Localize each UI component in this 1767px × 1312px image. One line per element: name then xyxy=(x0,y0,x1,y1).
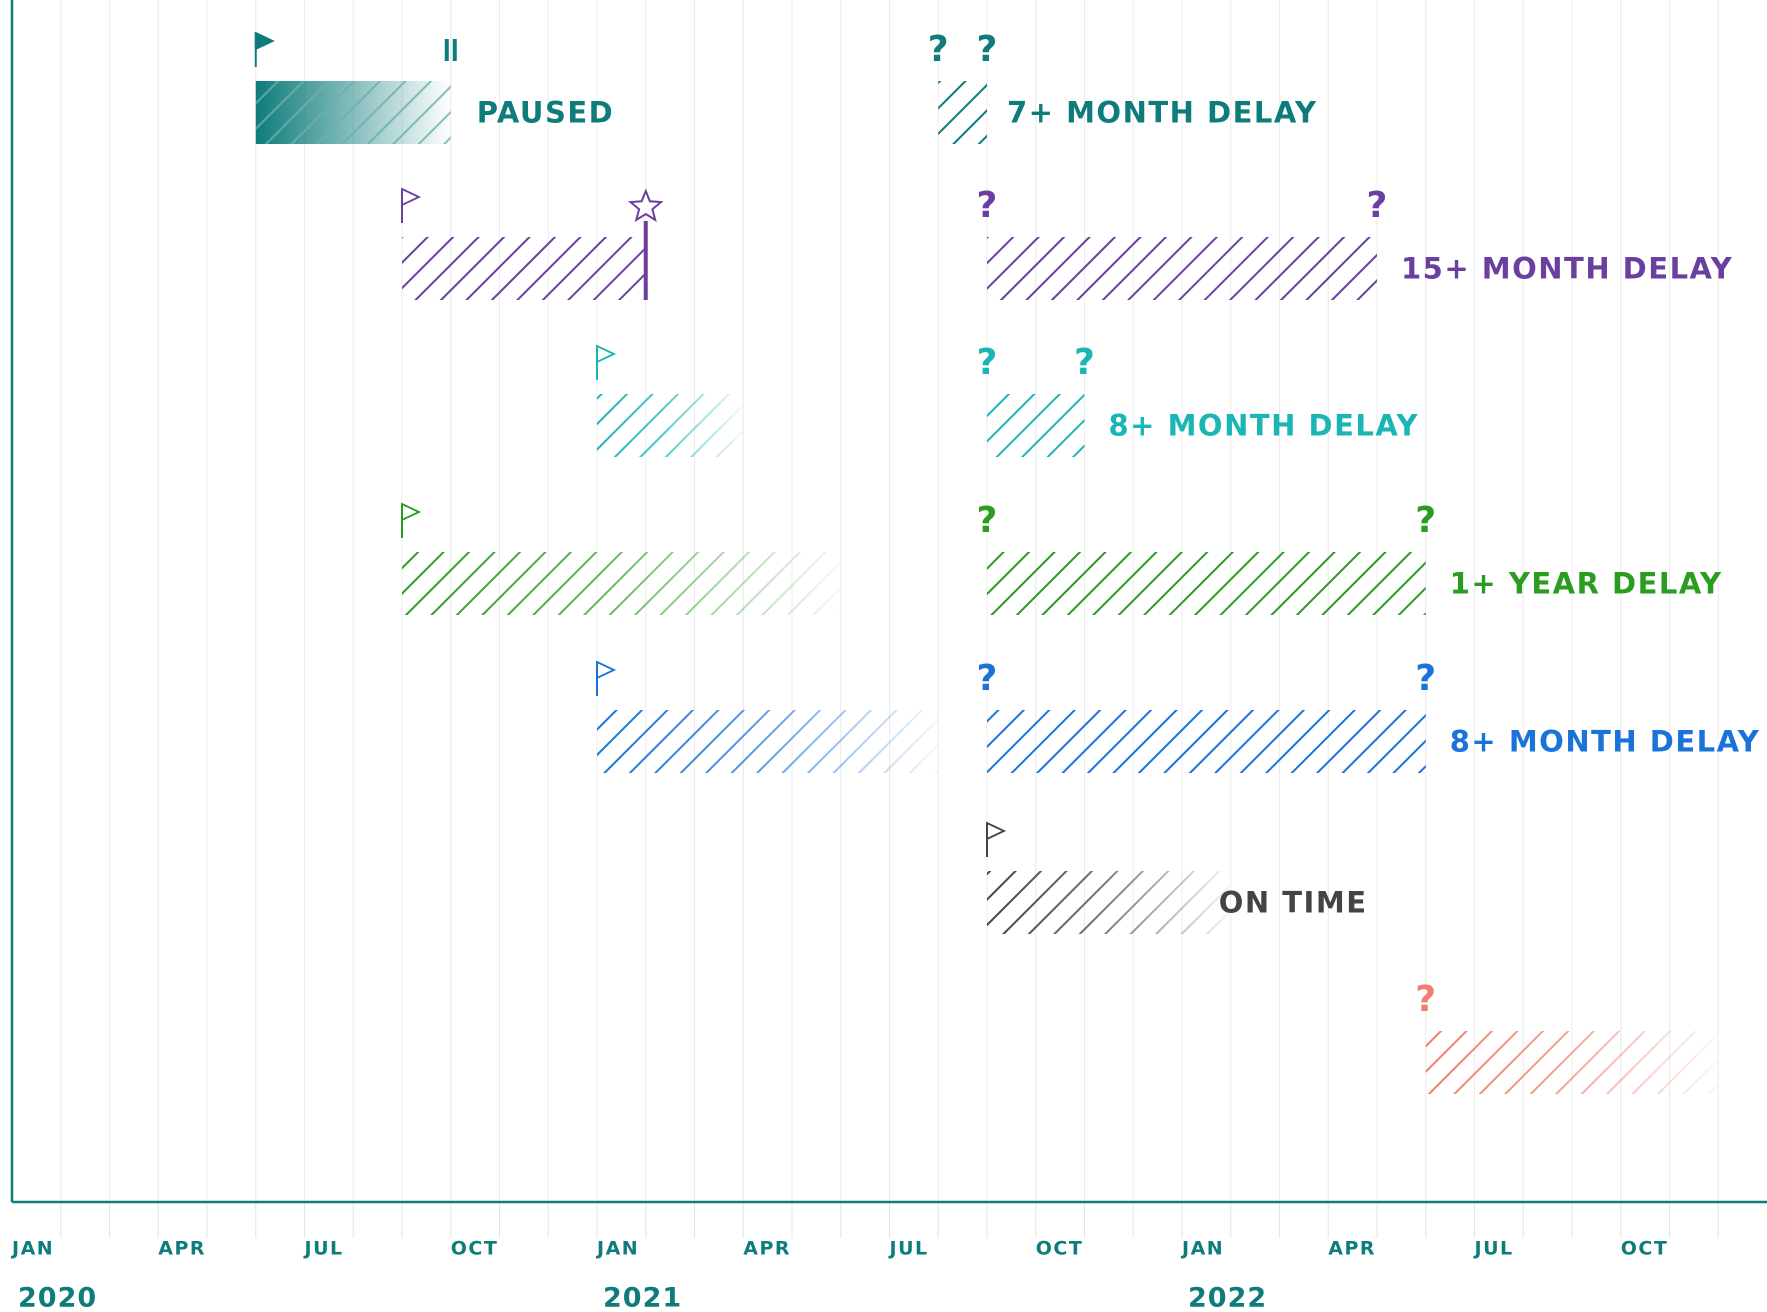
segment-bar xyxy=(987,552,1426,615)
pause-bar xyxy=(444,39,449,61)
segment-bar xyxy=(987,237,1377,300)
segment-bar xyxy=(402,552,841,615)
status-label: 15+ MONTH DELAY xyxy=(1401,252,1733,286)
status-label: 8+ MONTH DELAY xyxy=(1109,409,1420,443)
year-label: 2020 xyxy=(18,1283,97,1312)
start-flag xyxy=(596,660,617,696)
segment-bar xyxy=(1425,1031,1719,1094)
start-question: ? xyxy=(977,342,998,383)
start-flag xyxy=(986,821,1007,857)
x-tick-label: OCT xyxy=(1036,1238,1084,1260)
segment-bar xyxy=(987,710,1426,773)
segment-bar xyxy=(597,710,939,773)
end-question: ? xyxy=(977,29,998,70)
status-label: 7+ MONTH DELAY xyxy=(1007,96,1318,130)
milestone-star xyxy=(627,188,664,223)
start-flag xyxy=(401,187,422,223)
segment-bar xyxy=(987,871,1231,934)
flag-cloth xyxy=(986,821,1007,841)
segment-hatch xyxy=(255,81,451,144)
status-label: ON TIME xyxy=(1219,886,1368,920)
x-tick-label: JAN xyxy=(10,1238,54,1260)
x-tick-label: JAN xyxy=(1180,1238,1224,1260)
x-tick-label: APR xyxy=(743,1238,791,1260)
status-label: PAUSED xyxy=(477,96,614,130)
start-flag xyxy=(596,344,617,380)
x-tick-label: JUL xyxy=(303,1238,344,1260)
status-label: 1+ YEAR DELAY xyxy=(1450,567,1723,601)
x-tick-label: APR xyxy=(158,1238,206,1260)
start-question: ? xyxy=(977,658,998,699)
flag-cloth xyxy=(254,31,275,51)
flag-cloth xyxy=(401,187,422,207)
segment-bar xyxy=(597,394,744,457)
segment-bar xyxy=(402,237,646,300)
flag-cloth xyxy=(596,344,617,364)
status-label: 8+ MONTH DELAY xyxy=(1450,725,1761,759)
pause-bar xyxy=(452,39,457,61)
end-question: ? xyxy=(1415,658,1436,699)
x-tick-label: APR xyxy=(1328,1238,1376,1260)
start-question: ? xyxy=(928,29,949,70)
end-question: ? xyxy=(1415,500,1436,541)
start-question: ? xyxy=(1415,979,1436,1020)
segment-bar xyxy=(987,394,1085,457)
x-tick-label: OCT xyxy=(1621,1238,1669,1260)
year-label: 2022 xyxy=(1188,1283,1267,1312)
x-tick-label: OCT xyxy=(451,1238,499,1260)
end-question: ? xyxy=(1074,342,1095,383)
end-question: ? xyxy=(1367,185,1388,226)
x-tick-label: JUL xyxy=(888,1238,929,1260)
start-flag xyxy=(401,502,422,538)
flag-cloth xyxy=(596,660,617,680)
start-flag xyxy=(254,31,275,67)
start-question: ? xyxy=(977,185,998,226)
segment-bar xyxy=(938,81,987,144)
x-tick-label: JUL xyxy=(1473,1238,1514,1260)
start-question: ? xyxy=(977,500,998,541)
year-label: 2021 xyxy=(603,1283,682,1312)
x-tick-label: JAN xyxy=(595,1238,639,1260)
flag-cloth xyxy=(401,502,422,522)
